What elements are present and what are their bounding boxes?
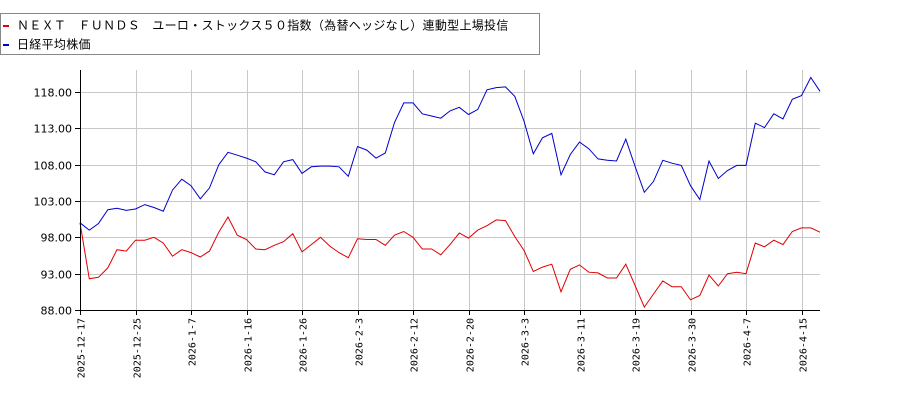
x-tick-label: 2026-3-3 <box>521 318 532 366</box>
x-tick-label: 2026-4-7 <box>743 318 754 366</box>
y-tick-label: 118.00 <box>34 87 73 100</box>
x-tick-label: 2026-3-19 <box>632 318 643 372</box>
y-tick-label: 88.00 <box>41 305 73 318</box>
chart-legend: ＮＥＸＴ ＦＵＮＤＳ ユーロ・ストックス５０指数（為替ヘッジなし）連動型上場投信… <box>0 13 540 55</box>
legend-label: 日経平均株価 <box>17 37 91 52</box>
y-tick-label: 93.00 <box>41 269 73 282</box>
x-tick-label: 2025-12-17 <box>77 318 88 378</box>
x-tick-label: 2026-3-30 <box>688 318 699 372</box>
x-tick-label: 2026-4-15 <box>799 318 810 372</box>
x-axis-ticks: 2025-12-17 2025-12-25 2026-1-7 2026-1-16 202… <box>77 310 810 378</box>
x-tick-label: 2026-2-20 <box>466 318 477 372</box>
axes <box>80 70 820 311</box>
x-tick-label: 2026-3-11 <box>577 318 588 372</box>
x-tick-label: 2025-12-25 <box>133 318 144 378</box>
y-tick-label: 103.00 <box>34 196 73 209</box>
x-tick-label: 2026-1-16 <box>244 318 255 372</box>
legend-label: ＮＥＸＴ ＦＵＮＤＳ ユーロ・ストックス５０指数（為替ヘッジなし）連動型上場投信 <box>17 18 509 33</box>
y-tick-label: 98.00 <box>41 232 73 245</box>
series-line-eurostoxx-etf <box>79 215 821 309</box>
legend-swatch-blue <box>3 43 9 46</box>
x-tick-label: 2026-1-26 <box>299 318 310 372</box>
y-axis-ticks: 88.00 93.00 98.00 103.00 108.00 113.00 118.00 <box>34 87 80 318</box>
series-lines <box>79 76 821 309</box>
legend-item-eurostoxx-etf: ＮＥＸＴ ＦＵＮＤＳ ユーロ・ストックス５０指数（為替ヘッジなし）連動型上場投信 <box>3 17 509 33</box>
x-tick-label: 2026-2-12 <box>410 318 421 372</box>
gridlines <box>80 70 820 310</box>
legend-item-nikkei: 日経平均株価 <box>3 36 91 52</box>
y-tick-label: 113.00 <box>34 123 73 136</box>
legend-swatch-red <box>3 24 9 27</box>
y-tick-label: 108.00 <box>34 160 73 173</box>
series-line-nikkei <box>79 76 821 231</box>
x-tick-label: 2026-1-7 <box>188 318 199 366</box>
x-tick-label: 2026-2-3 <box>355 318 366 366</box>
